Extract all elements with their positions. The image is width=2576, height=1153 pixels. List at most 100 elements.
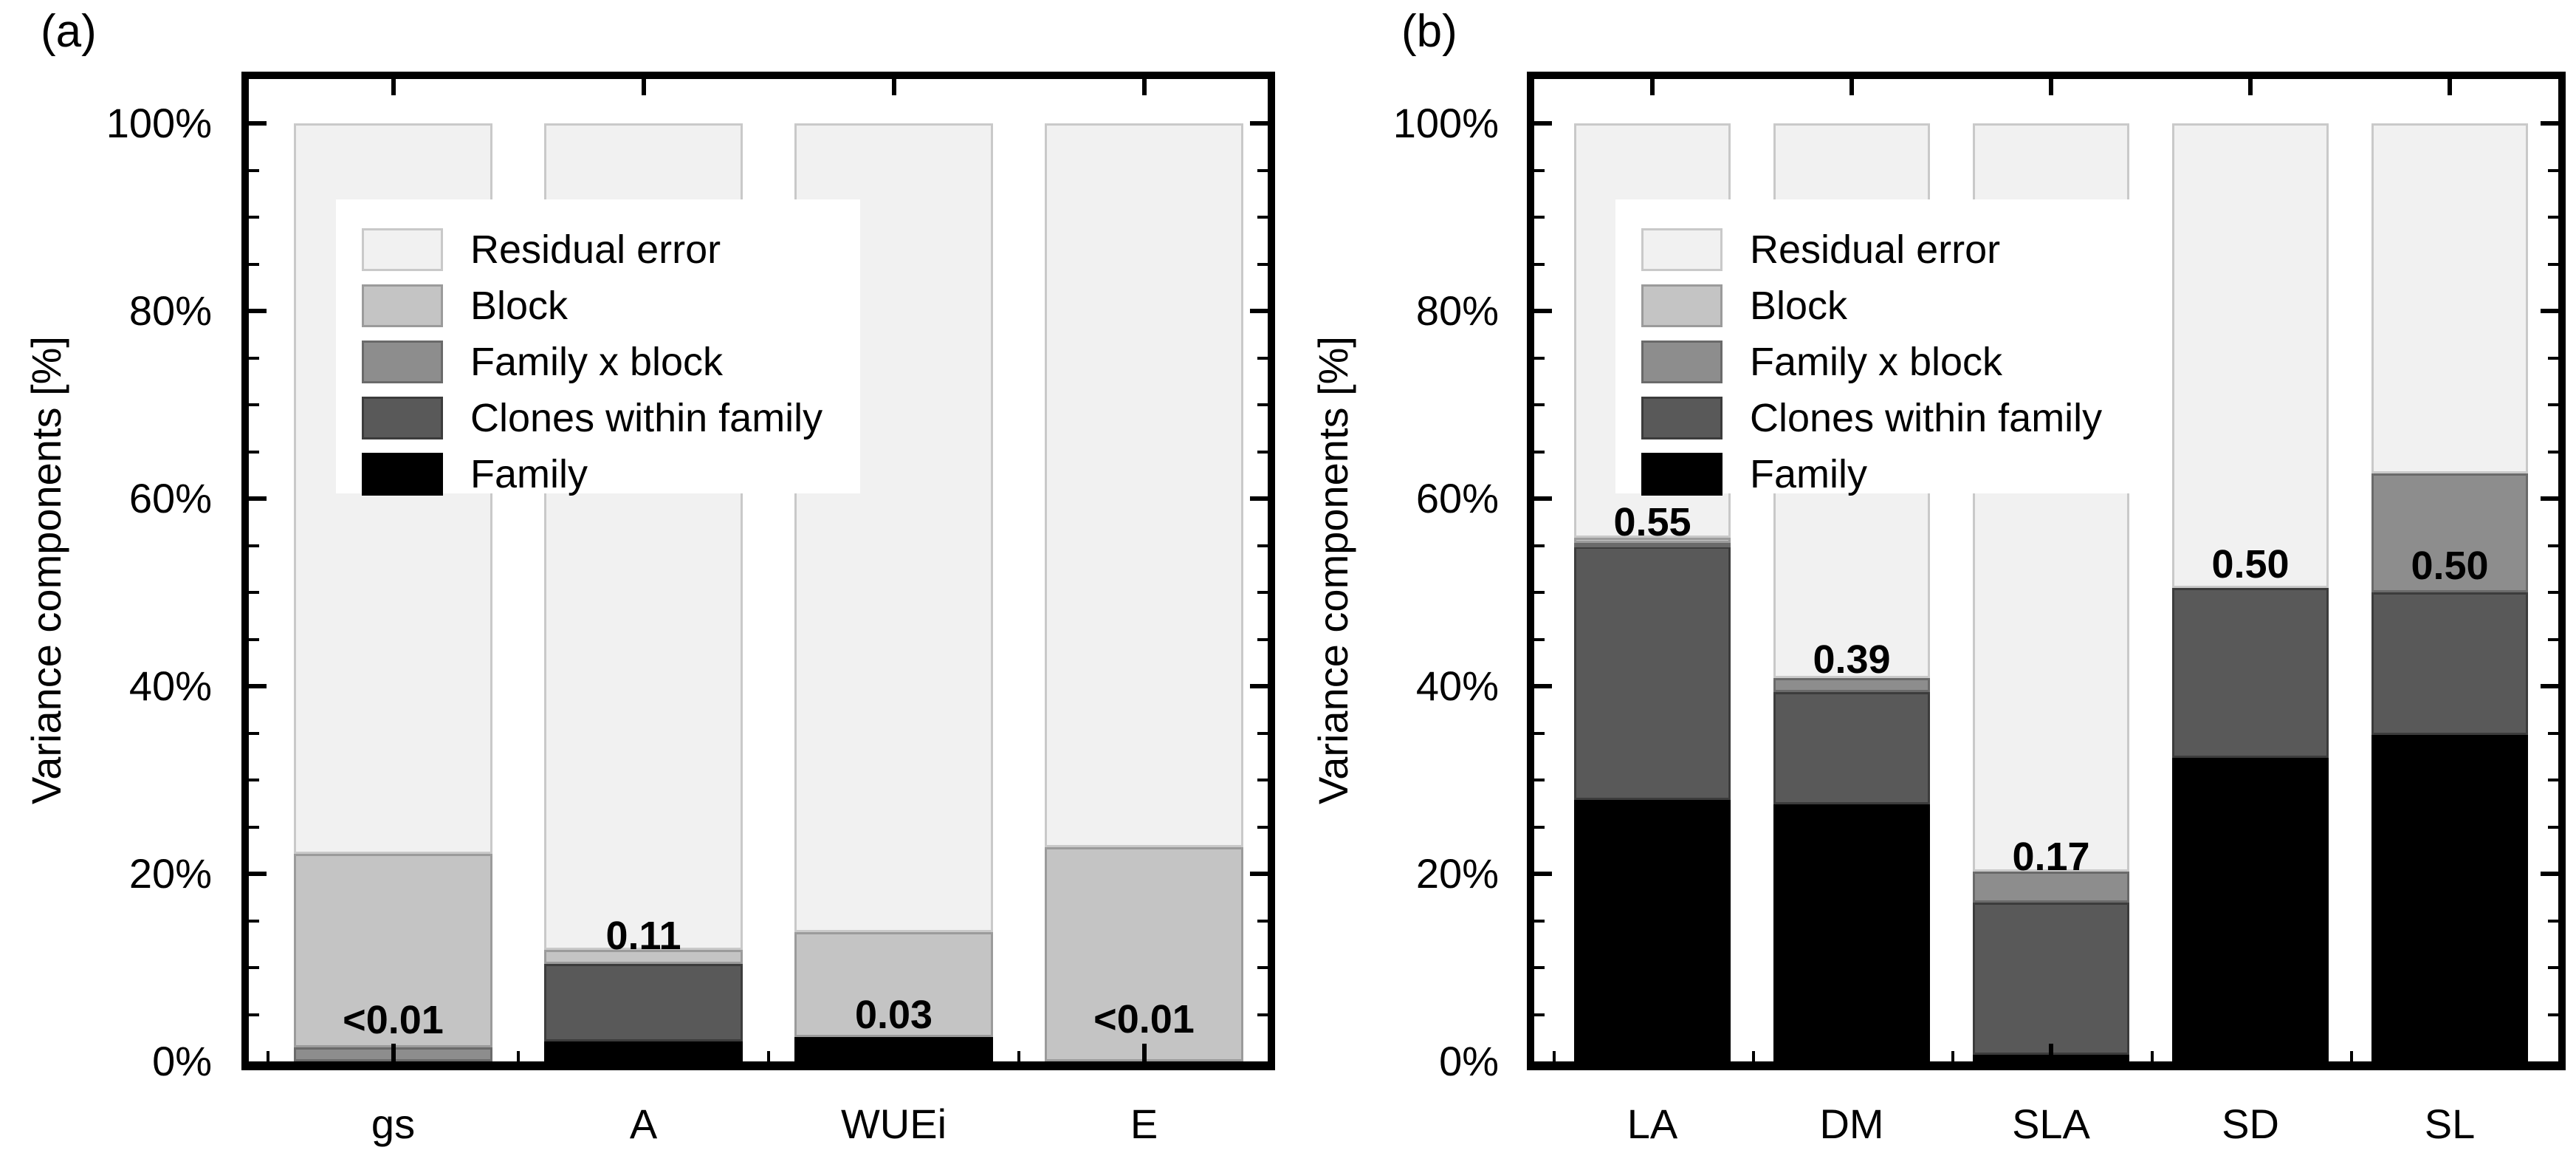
x-major-tick-top	[641, 79, 646, 95]
bar-segment-residual-E	[1045, 123, 1243, 848]
y-minor-tick-right	[1257, 216, 1268, 219]
y-minor-tick-right	[2548, 544, 2558, 547]
y-minor-tick-right	[1257, 450, 1268, 454]
y-major-tick-left	[1534, 496, 1552, 501]
legend-swatch-clones	[362, 397, 443, 439]
x-category-label: WUEi	[840, 1101, 947, 1147]
y-major-tick-left	[249, 872, 267, 876]
y-minor-tick-right	[2548, 1013, 2558, 1016]
legend-swatch-clones	[1641, 397, 1723, 439]
x-major-tick-bottom	[2248, 1044, 2253, 1061]
x-major-tick-top	[2049, 79, 2053, 95]
y-minor-tick-right	[1257, 919, 1268, 923]
y-minor-tick-right	[2548, 168, 2558, 172]
x-minor-tick-bottom	[1553, 1051, 1556, 1061]
x-major-tick-top	[2448, 79, 2452, 95]
x-major-tick-bottom	[641, 1044, 646, 1061]
y-minor-tick-left	[249, 779, 259, 781]
legend-swatch-famxblock	[362, 341, 443, 383]
legend-label-residual: Residual error	[1750, 227, 2001, 272]
y-major-tick-right	[1250, 496, 1268, 501]
x-major-tick-bottom	[1849, 1044, 1854, 1061]
x-category-label: E	[1130, 1101, 1158, 1147]
legend-swatch-block	[1641, 284, 1723, 327]
y-minor-tick-left	[249, 356, 259, 360]
y-minor-tick-left	[249, 637, 259, 641]
bar-segment-famxblock-LA	[1574, 542, 1731, 547]
x-category-label: gs	[371, 1101, 416, 1147]
legend-label-block: Block	[470, 284, 569, 328]
y-minor-tick-right	[2548, 637, 2558, 641]
y-minor-tick-left	[249, 825, 259, 829]
x-major-tick-bottom	[1650, 1044, 1655, 1061]
legend-swatch-family	[362, 453, 443, 496]
y-minor-tick-left	[1534, 262, 1545, 266]
y-minor-tick-left	[249, 591, 259, 594]
x-category-label: A	[629, 1101, 658, 1147]
y-minor-tick-left	[249, 544, 259, 547]
legend-label-famxblock: Family x block	[1750, 340, 2003, 384]
y-minor-tick-left	[1534, 779, 1545, 781]
legend-swatch-block	[362, 284, 443, 327]
legend-label-family: Family	[1750, 452, 1867, 496]
bar-segment-clones-LA	[1574, 546, 1731, 800]
y-minor-tick-left	[249, 1013, 259, 1016]
x-major-tick-top	[1141, 79, 1147, 95]
y-major-tick-left	[1534, 872, 1552, 876]
x-category-label: SL	[2424, 1101, 2476, 1147]
bar-segment-clones-SD	[2172, 587, 2329, 758]
y-tick-label: 0%	[1439, 1038, 1499, 1084]
x-minor-tick-bottom	[2151, 1051, 2154, 1061]
y-minor-tick-right	[2548, 825, 2558, 829]
y-minor-tick-right	[2548, 966, 2558, 969]
y-major-tick-right	[2541, 872, 2558, 876]
y-minor-tick-right	[1257, 591, 1268, 594]
legend-swatch-family	[1641, 453, 1723, 496]
x-major-tick-top	[1849, 79, 1854, 95]
y-minor-tick-right	[1257, 262, 1268, 266]
bar-segment-residual-SL	[2371, 123, 2528, 473]
y-minor-tick-left	[249, 966, 259, 969]
x-major-tick-top	[891, 79, 896, 95]
y-minor-tick-right	[1257, 1013, 1268, 1016]
y-major-tick-right	[1250, 684, 1268, 688]
y-minor-tick-right	[2548, 356, 2558, 360]
legend-label-famxblock: Family x block	[470, 340, 724, 384]
legend-label-family: Family	[470, 452, 588, 496]
bar-segment-famxblock-SL	[2371, 473, 2528, 592]
y-minor-tick-right	[2548, 450, 2558, 454]
y-minor-tick-right	[1257, 779, 1268, 781]
x-category-label: LA	[1627, 1101, 1678, 1147]
x-category-label: SLA	[2012, 1101, 2090, 1147]
y-minor-tick-left	[249, 403, 259, 406]
axis-spine-top	[241, 72, 1275, 79]
legend-label-block: Block	[1750, 284, 1848, 328]
bar-value-label: 0.11	[605, 913, 681, 958]
y-major-tick-left	[249, 496, 267, 501]
y-tick-label: 80%	[1415, 287, 1499, 334]
bar-value-label: 0.39	[1813, 637, 1891, 682]
legend-label-clones: Clones within family	[470, 396, 823, 440]
legend-label-clones: Clones within family	[1750, 396, 2103, 440]
y-minor-tick-left	[1534, 966, 1545, 969]
legend-label-residual: Residual error	[470, 227, 721, 272]
x-major-tick-bottom	[891, 1044, 896, 1061]
y-minor-tick-right	[2548, 216, 2558, 219]
y-major-tick-left	[1534, 684, 1552, 688]
y-minor-tick-left	[1534, 168, 1545, 172]
bar-value-label: 0.50	[2211, 541, 2290, 586]
x-major-tick-bottom	[2049, 1044, 2053, 1061]
axis-spine-right	[2558, 72, 2566, 1070]
y-minor-tick-left	[249, 919, 259, 923]
y-tick-label: 80%	[128, 287, 212, 334]
y-minor-tick-left	[1534, 731, 1545, 735]
y-minor-tick-left	[249, 168, 259, 172]
y-minor-tick-left	[1534, 825, 1545, 829]
y-tick-label: 0%	[152, 1038, 212, 1084]
bar-segment-block-E	[1045, 847, 1243, 1061]
x-major-tick-top	[1650, 79, 1655, 95]
y-minor-tick-right	[1257, 544, 1268, 547]
y-major-tick-left	[1534, 309, 1552, 313]
bar-value-label: 0.50	[2411, 544, 2489, 589]
